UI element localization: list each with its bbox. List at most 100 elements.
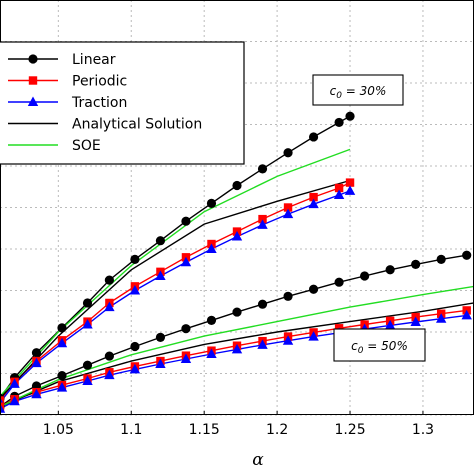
series-line-periodic bbox=[0, 309, 467, 408]
data-point bbox=[232, 180, 242, 191]
data-point bbox=[31, 388, 42, 399]
data-point bbox=[334, 117, 344, 128]
data-point bbox=[180, 256, 192, 267]
data-point bbox=[28, 76, 38, 85]
data-point bbox=[309, 192, 318, 202]
series-line-traction bbox=[0, 190, 351, 404]
x-axis-label: α bbox=[252, 450, 264, 470]
data-point bbox=[130, 254, 140, 264]
data-point bbox=[56, 382, 68, 392]
x-tick-label: 1.05 bbox=[43, 422, 74, 438]
annotation-box bbox=[333, 328, 426, 362]
data-point bbox=[82, 298, 93, 308]
legend: Linear Periodic Traction Analytical Solutio… bbox=[0, 41, 245, 165]
series-line-traction bbox=[0, 314, 467, 410]
data-point bbox=[129, 363, 141, 374]
data-point bbox=[82, 360, 93, 370]
data-point bbox=[257, 339, 268, 349]
legend-label: Traction bbox=[71, 95, 127, 111]
legend-box bbox=[0, 41, 245, 165]
data-point bbox=[27, 96, 39, 106]
data-point bbox=[206, 198, 217, 208]
data-point bbox=[231, 231, 243, 241]
x-axis: 1.05 1.1 1.15 1.2 1.25 1.3 bbox=[43, 411, 434, 438]
data-point bbox=[155, 270, 166, 280]
data-point bbox=[461, 309, 472, 320]
legend-label: Linear bbox=[72, 52, 116, 68]
data-point bbox=[9, 378, 20, 388]
data-point bbox=[257, 164, 268, 174]
data-point bbox=[257, 219, 268, 229]
series-line-analytical-solution bbox=[0, 179, 351, 399]
data-point bbox=[283, 148, 293, 158]
x-tick-label: 1.1 bbox=[120, 422, 142, 438]
x-tick-label: 1.2 bbox=[266, 422, 288, 438]
data-point bbox=[231, 343, 243, 354]
data-point bbox=[31, 348, 42, 358]
data-point bbox=[360, 271, 370, 281]
data-point bbox=[345, 111, 355, 121]
data-point bbox=[308, 284, 319, 294]
x-tick-label: 1.15 bbox=[189, 422, 220, 438]
data-point bbox=[56, 337, 68, 348]
data-point bbox=[180, 353, 192, 363]
data-point bbox=[0, 396, 5, 405]
data-point bbox=[282, 335, 294, 345]
legend-label: Analytical Solution bbox=[72, 117, 202, 133]
data-point bbox=[104, 301, 115, 312]
series-line-analytical-solution bbox=[0, 302, 474, 408]
data-point bbox=[181, 324, 191, 334]
data-point bbox=[385, 265, 395, 275]
data-point bbox=[206, 315, 217, 325]
series-line-soe bbox=[0, 148, 351, 397]
data-point bbox=[155, 358, 166, 368]
series-line-periodic bbox=[0, 181, 351, 401]
annotation-label: c0 = 30% bbox=[330, 84, 387, 101]
data-point bbox=[31, 357, 42, 368]
legend-label: SOE bbox=[72, 138, 101, 154]
data-point bbox=[57, 323, 67, 333]
data-point bbox=[155, 332, 166, 342]
data-point bbox=[0, 402, 5, 411]
annotation-label: c0 = 50% bbox=[351, 339, 408, 356]
data-point bbox=[282, 208, 294, 219]
data-point bbox=[333, 189, 345, 200]
annotations: c0 = 30% c0 = 50% bbox=[312, 74, 426, 362]
data-point bbox=[9, 395, 20, 406]
data-point bbox=[129, 285, 141, 295]
x-tick-label: 1.25 bbox=[334, 422, 365, 438]
data-point bbox=[435, 313, 447, 323]
data-point bbox=[104, 275, 114, 285]
data-point bbox=[28, 54, 38, 64]
data-point bbox=[206, 348, 217, 358]
data-point bbox=[334, 277, 344, 287]
x-tick-label: 1.3 bbox=[412, 422, 434, 438]
data-point bbox=[344, 185, 356, 195]
data-point bbox=[345, 178, 355, 187]
data-point bbox=[155, 236, 166, 246]
data-point bbox=[308, 198, 319, 209]
series-line-soe bbox=[0, 285, 474, 408]
data-point bbox=[104, 351, 114, 361]
data-point bbox=[308, 132, 319, 142]
data-point bbox=[308, 331, 319, 341]
data-point bbox=[334, 183, 344, 193]
data-point bbox=[384, 319, 396, 330]
data-point bbox=[82, 319, 93, 329]
data-point bbox=[462, 250, 472, 260]
data-point bbox=[411, 259, 421, 269]
legend-label: Periodic bbox=[72, 74, 127, 90]
data-point bbox=[130, 341, 140, 352]
data-point bbox=[0, 403, 6, 413]
data-point bbox=[436, 254, 446, 264]
data-point bbox=[410, 316, 421, 327]
data-point bbox=[181, 216, 191, 226]
series-line-linear bbox=[0, 115, 351, 399]
data-point bbox=[82, 375, 93, 385]
data-point bbox=[283, 203, 293, 212]
data-point bbox=[57, 370, 67, 381]
annotation-box bbox=[312, 74, 404, 106]
data-point bbox=[206, 243, 217, 253]
data-point bbox=[232, 307, 242, 317]
